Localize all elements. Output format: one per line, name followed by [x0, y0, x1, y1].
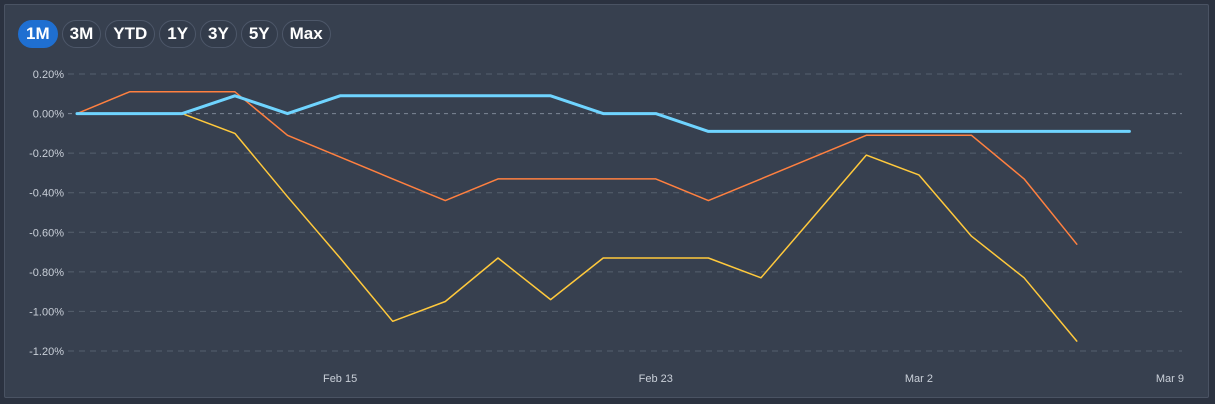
range-button-max[interactable]: Max — [281, 20, 331, 48]
y-tick-label: -1.20% — [29, 346, 64, 358]
series-line-3 — [75, 94, 1131, 133]
y-tick-label: 0.00% — [33, 109, 64, 121]
y-tick-label: -0.80% — [29, 267, 64, 279]
range-button-3m[interactable]: 3M — [61, 20, 102, 48]
y-tick-label: -0.60% — [29, 227, 64, 239]
series-line-2 — [76, 91, 1078, 245]
y-tick-label: -1.00% — [29, 306, 64, 318]
range-button-5y[interactable]: 5Y — [240, 20, 278, 48]
y-tick-label: -0.20% — [29, 148, 64, 160]
x-tick-label: Feb 15 — [323, 373, 357, 385]
range-selector: 1M 3M YTD 1Y 3Y 5Y Max — [18, 20, 331, 48]
chart-panel — [4, 4, 1209, 398]
range-button-3y[interactable]: 3Y — [200, 20, 237, 48]
range-button-1y[interactable]: 1Y — [159, 20, 197, 48]
series-line-1 — [76, 112, 1078, 342]
range-button-1m[interactable]: 1M — [18, 20, 58, 48]
x-tick-label: Mar 9 — [1156, 373, 1184, 385]
y-tick-label: 0.20% — [33, 69, 64, 81]
x-tick-label: Mar 2 — [905, 373, 933, 385]
range-button-ytd[interactable]: YTD — [105, 20, 156, 48]
x-tick-label: Feb 23 — [639, 373, 673, 385]
y-tick-label: -0.40% — [29, 188, 64, 200]
